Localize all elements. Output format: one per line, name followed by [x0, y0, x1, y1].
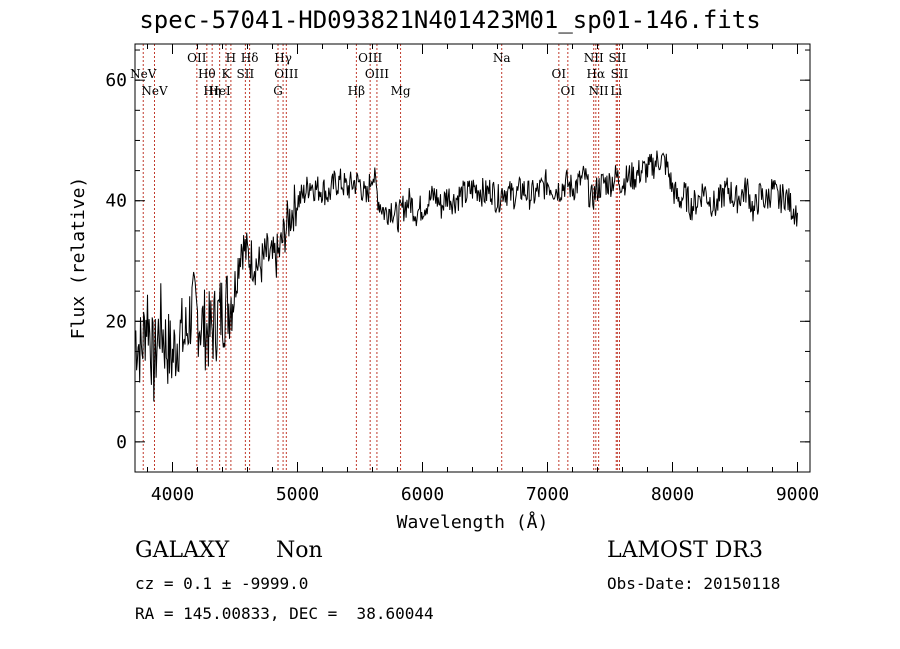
x-tick-label: 5000	[276, 484, 319, 505]
line-marker-label: NeV	[130, 67, 157, 81]
x-axis-label: Wavelength (Å)	[397, 511, 549, 533]
line-marker-label: Hγ	[274, 51, 292, 65]
axis-ticks: 4000 5000 6000 7000 8000 9000 0 20 40 60	[105, 44, 819, 505]
y-tick-label: 60	[105, 70, 127, 91]
line-marker-label: Li	[610, 84, 622, 98]
line-markers	[142, 44, 620, 472]
line-marker-label: Hβ	[348, 84, 365, 98]
line-marker-label: Hδ	[241, 51, 259, 65]
y-tick-label: 20	[105, 311, 127, 332]
x-tick-label: 9000	[776, 484, 819, 505]
line-marker-label: SII	[237, 67, 255, 81]
line-marker-label: SII	[611, 67, 629, 81]
x-tick-label: 6000	[401, 484, 444, 505]
x-tick-label: 4000	[151, 484, 194, 505]
line-marker-label: NII	[589, 84, 609, 98]
y-axis-label: Flux (relative)	[68, 177, 89, 340]
obs-date: Obs-Date: 20150118	[607, 574, 781, 593]
line-marker-label: OIII	[274, 67, 298, 81]
line-marker-label: OI	[561, 84, 576, 98]
class-label: GALAXY	[135, 538, 230, 563]
line-marker-label: Hα	[587, 67, 606, 81]
chart-title: spec-57041-HD093821N401423M01_sp01-146.f…	[139, 6, 761, 34]
cz-line: cz = 0.1 ± -9999.0	[135, 574, 309, 593]
line-marker-label: HeI	[208, 84, 231, 98]
line-marker-label: Hθ	[198, 67, 216, 81]
line-marker-labels: NeVNeVOIIHθHηHKHeIHδSIIGHγOIIIHβOIIIOIII…	[130, 51, 628, 98]
line-marker-label: G	[273, 84, 283, 98]
line-marker-label: OII	[187, 51, 207, 65]
x-tick-label: 8000	[651, 484, 694, 505]
line-marker-label: Hη	[203, 84, 221, 98]
y-tick-label: 0	[116, 432, 127, 453]
survey-label: LAMOST DR3	[607, 538, 763, 563]
x-tick-label: 7000	[526, 484, 569, 505]
line-marker-label: OIII	[358, 51, 382, 65]
line-marker-label: OI	[552, 67, 567, 81]
line-marker-label: NeV	[141, 84, 168, 98]
line-marker-label: Na	[493, 51, 511, 65]
spectrum-series	[134, 150, 798, 402]
y-tick-label: 40	[105, 191, 127, 212]
line-marker-label: OIII	[365, 67, 389, 81]
line-marker-label: H	[226, 51, 236, 65]
line-marker-label: SII	[609, 51, 627, 65]
subclass-label: Non	[276, 538, 323, 563]
spectrum-line	[134, 150, 798, 402]
radec-line: RA = 145.00833, DEC = 38.60044	[135, 604, 434, 623]
line-marker-label: NII	[584, 51, 604, 65]
line-marker-label: Mg	[391, 84, 411, 98]
line-marker-label: K	[221, 67, 231, 81]
plot-frame	[134, 43, 811, 473]
